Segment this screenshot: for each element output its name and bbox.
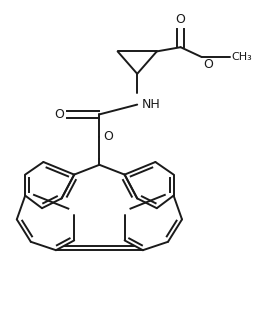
Text: O: O <box>203 58 213 71</box>
Text: O: O <box>176 13 186 26</box>
Text: CH₃: CH₃ <box>231 52 252 62</box>
Text: O: O <box>55 108 64 121</box>
Text: NH: NH <box>141 98 160 110</box>
Text: O: O <box>104 130 113 143</box>
